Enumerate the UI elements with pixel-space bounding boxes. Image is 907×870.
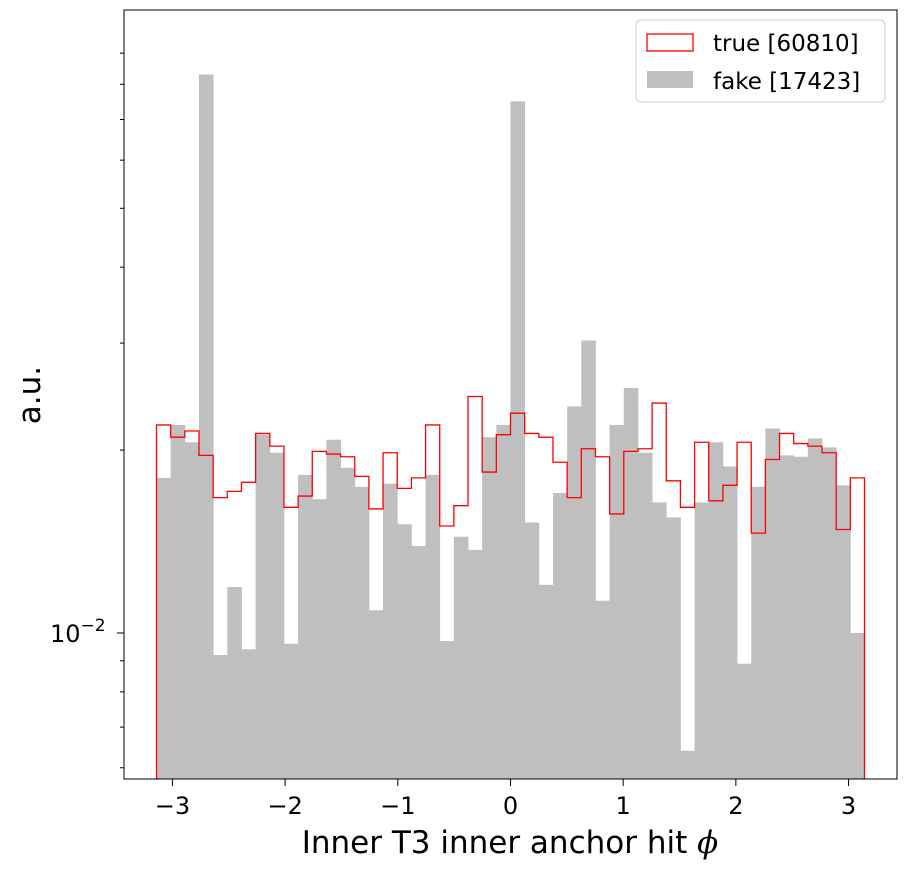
fake-bar: [326, 439, 341, 779]
fake-bar: [184, 442, 200, 779]
fake-bar: [807, 438, 823, 779]
fake-bar: [227, 587, 242, 779]
x-tick-label: −3: [155, 792, 190, 820]
fake-bar: [510, 101, 526, 780]
y-axis-ticks: 10−2: [50, 52, 124, 769]
x-tick-label: 1: [616, 792, 631, 820]
fake-bar: [411, 546, 426, 779]
fake-bar: [765, 428, 780, 779]
y-major-tick-label: 10−2: [50, 616, 106, 648]
x-tick-label: 0: [503, 792, 518, 820]
fake-bar: [538, 584, 554, 779]
fake-bar: [822, 447, 837, 779]
fake-bar: [581, 340, 596, 779]
fake-bar: [694, 502, 710, 779]
fake-bar: [241, 649, 257, 779]
fake-bar: [751, 486, 766, 779]
x-axis-label: Inner T3 inner anchor hit ϕ: [302, 825, 719, 861]
fake-bar: [439, 641, 455, 779]
fake-bar: [680, 750, 695, 779]
fake-bar: [453, 536, 469, 779]
x-tick-label: −1: [380, 792, 415, 820]
fake-bar: [708, 442, 724, 779]
fake-bar: [340, 467, 356, 779]
fake-bar: [468, 549, 483, 779]
true-series-step-line: [155, 395, 866, 779]
fake-bar: [836, 485, 851, 779]
legend-fake-swatch: [647, 71, 693, 88]
x-tick-label: 3: [841, 792, 856, 820]
fake-series-bars: [156, 74, 865, 780]
legend-true-swatch: [646, 33, 694, 52]
fake-bar: [425, 474, 441, 779]
fake-bar: [298, 474, 313, 779]
fake-bar: [737, 663, 752, 779]
fake-bar: [383, 483, 398, 779]
fake-bar: [652, 502, 667, 779]
fake-bar: [368, 610, 384, 779]
x-tick-label: −2: [267, 792, 302, 820]
fake-bar: [623, 388, 639, 779]
fake-bar: [283, 643, 299, 779]
fake-bar: [722, 466, 738, 779]
fake-bar: [666, 517, 681, 779]
legend: true [60810] fake [17423]: [635, 19, 886, 103]
fake-bar: [397, 524, 412, 779]
fake-bar: [524, 522, 540, 779]
x-axis-ticks: −3 −2 −1 0 1 2 3: [155, 779, 856, 820]
fake-bar: [793, 456, 809, 779]
fake-bar: [567, 406, 582, 779]
y-axis-label: a.u.: [12, 366, 48, 424]
fake-bar: [213, 654, 228, 779]
fake-bar: [779, 455, 795, 779]
fake-bar: [354, 486, 370, 779]
fake-bar: [850, 632, 865, 779]
fake-bar: [170, 424, 186, 779]
fake-bar: [255, 434, 271, 779]
fake-bar: [156, 477, 172, 779]
fake-bar: [198, 74, 214, 780]
fake-bar: [595, 600, 611, 779]
fake-bar: [482, 437, 497, 779]
fake-bar: [552, 492, 568, 779]
legend-box: [635, 19, 886, 103]
fake-bar: [496, 424, 511, 779]
x-tick-label: 2: [728, 792, 743, 820]
legend-true-label: true [60810]: [713, 31, 859, 57]
fake-bar: [609, 424, 625, 779]
fake-bar: [312, 499, 327, 779]
legend-fake-label: fake [17423]: [713, 69, 860, 95]
fake-bar: [637, 452, 653, 779]
fake-bar: [269, 452, 285, 779]
